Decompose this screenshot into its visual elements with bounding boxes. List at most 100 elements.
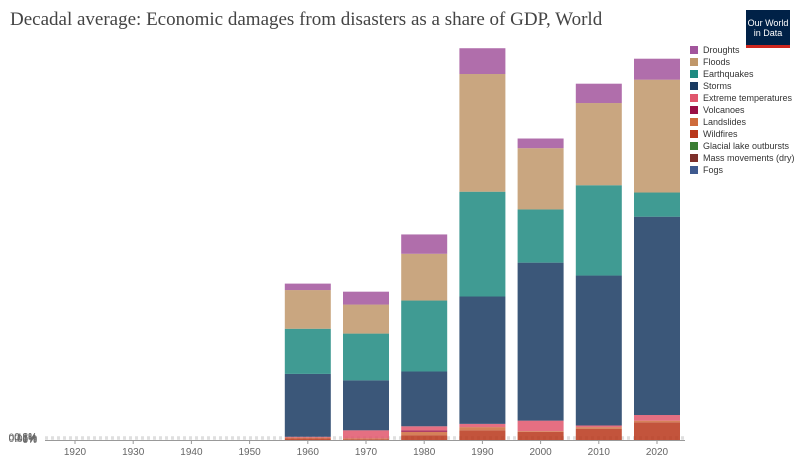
legend-item[interactable]: Earthquakes — [690, 68, 795, 80]
legend-item[interactable]: Storms — [690, 80, 795, 92]
x-tick-label: 1970 — [355, 447, 378, 458]
legend-label: Storms — [703, 81, 732, 91]
bar-segment — [575, 103, 622, 186]
bar-segment — [401, 300, 448, 372]
legend-item[interactable]: Landslides — [690, 116, 795, 128]
bar-segment — [634, 192, 680, 217]
legend-label: Volcanoes — [703, 105, 745, 115]
legend-label: Droughts — [703, 45, 740, 55]
bar-segment — [343, 439, 389, 440]
bar-segment — [634, 415, 680, 421]
bar-segment — [575, 275, 622, 426]
legend-item[interactable]: Floods — [690, 56, 795, 68]
bar-segment — [575, 185, 622, 276]
legend-label: Glacial lake outbursts — [703, 141, 790, 151]
legend-swatch — [690, 106, 698, 114]
bar-segment — [575, 83, 622, 104]
y-tick-label: 0.1% — [14, 433, 37, 444]
legend-label: Wildfires — [703, 129, 738, 139]
bar-segment — [284, 436, 331, 438]
legend-item[interactable]: Extreme temperatures — [690, 92, 795, 104]
bar-segment — [401, 253, 448, 301]
bar-segment — [575, 428, 622, 440]
owid-logo[interactable]: Our World in Data — [746, 10, 790, 48]
bar-segment — [459, 191, 506, 297]
legend-label: Landslides — [703, 117, 747, 127]
legend-swatch — [690, 94, 698, 102]
bar-segment — [575, 427, 622, 429]
legend-item[interactable]: Mass movements (dry) — [690, 152, 795, 164]
logo-line-1: Our World — [747, 17, 789, 28]
legend-swatch — [690, 46, 698, 54]
y-tick-label: 0.15% — [9, 433, 37, 444]
bar-segment — [634, 216, 680, 416]
bar-segment — [284, 283, 331, 291]
bar-segment — [343, 291, 389, 305]
x-tick-label: 1990 — [471, 447, 494, 458]
bar-segment — [401, 234, 448, 254]
y-tick-label: 0.05% — [9, 434, 37, 445]
bar-segment — [284, 437, 331, 439]
x-tick-label: 2020 — [646, 447, 669, 458]
bar-segment — [517, 262, 564, 421]
legend-swatch — [690, 130, 698, 138]
bar-segment — [459, 427, 506, 431]
bar-segment — [284, 438, 331, 440]
bar-segment — [343, 438, 389, 440]
bar-segment — [284, 328, 331, 374]
x-tick-label: 1980 — [413, 447, 436, 458]
legend-item[interactable]: Wildfires — [690, 128, 795, 140]
legend-item[interactable]: Droughts — [690, 44, 795, 56]
legend-label: Earthquakes — [703, 69, 754, 79]
bar-segment — [343, 304, 389, 334]
x-tick-label: 1960 — [297, 447, 320, 458]
bar-segment — [401, 435, 448, 440]
x-tick-label: 1950 — [238, 447, 261, 458]
legend-swatch — [690, 58, 698, 66]
logo-line-2: in Data — [753, 27, 783, 38]
bar-segment — [284, 290, 331, 329]
bar-segment — [401, 431, 448, 436]
bar-segment — [401, 430, 448, 432]
legend-swatch — [690, 166, 698, 174]
y-tick-label: 0.2% — [14, 432, 37, 443]
bar-segment — [634, 79, 680, 193]
legend-label: Floods — [703, 57, 731, 67]
legend-swatch — [690, 154, 698, 162]
bar-segment — [459, 48, 506, 75]
x-tick-label: 1940 — [180, 447, 203, 458]
bar-segment — [284, 373, 331, 437]
bar-segment — [401, 371, 448, 427]
bar-segment — [459, 430, 506, 440]
bar-segment — [343, 333, 389, 381]
bar-segment — [343, 380, 389, 431]
legend-item[interactable]: Glacial lake outbursts — [690, 140, 795, 152]
bar-segment — [575, 425, 622, 428]
bar-segment — [517, 209, 564, 263]
x-tick-label: 1930 — [122, 447, 145, 458]
bar-segment — [517, 138, 564, 149]
chart-title: Decadal average: Economic damages from d… — [10, 9, 603, 30]
legend-swatch — [690, 82, 698, 90]
bar-segment — [343, 430, 389, 439]
chart-legend: Droughts Floods Earthquakes Storms Extreme t… — [690, 44, 795, 176]
x-tick-label: 2000 — [529, 447, 552, 458]
x-tick-label: 2010 — [588, 447, 611, 458]
bar-segment — [517, 148, 564, 210]
bar-segment — [517, 420, 564, 432]
bar-segment — [401, 426, 448, 431]
legend-label: Extreme temperatures — [703, 93, 793, 103]
legend-swatch — [690, 142, 698, 150]
legend-label: Mass movements (dry) — [703, 153, 795, 163]
x-tick-label: 1920 — [64, 447, 87, 458]
legend-label: Fogs — [703, 165, 724, 175]
bar-segment — [634, 422, 680, 440]
bar-segment — [517, 431, 564, 440]
legend-item[interactable]: Volcanoes — [690, 104, 795, 116]
bar-segment — [517, 431, 564, 432]
bar-segment — [634, 58, 680, 80]
legend-item[interactable]: Fogs — [690, 164, 795, 176]
bar-segment — [459, 423, 506, 428]
legend-swatch — [690, 118, 698, 126]
